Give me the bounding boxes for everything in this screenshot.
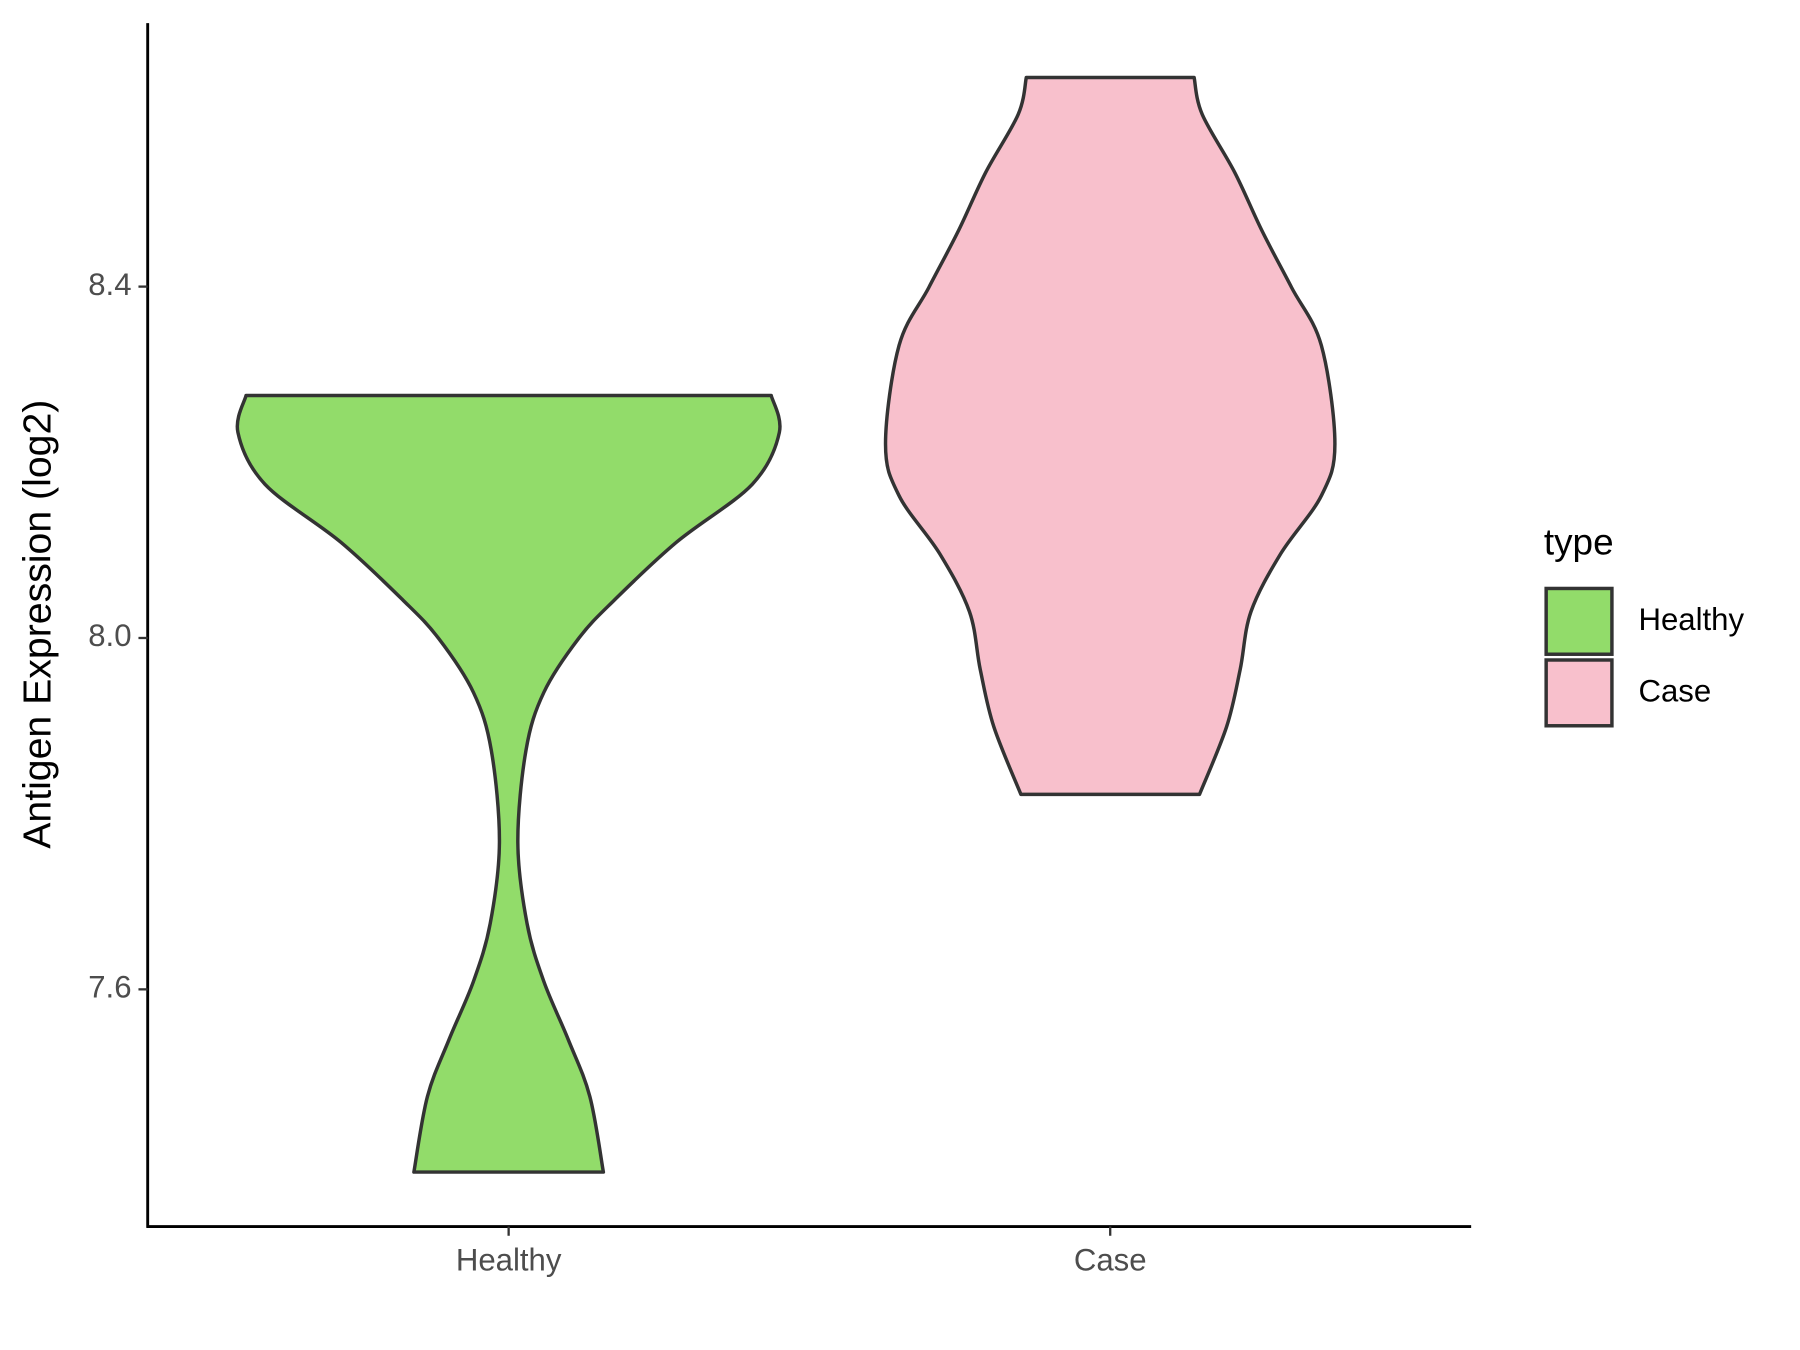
- legend-title: type: [1544, 521, 1614, 562]
- y-axis-label: Antigen Expression (log2): [16, 400, 60, 849]
- y-tick-label: 7.6: [88, 970, 131, 1005]
- violin: [883, 75, 1337, 797]
- violin: [235, 393, 782, 1174]
- x-tick-label: Healthy: [456, 1243, 562, 1278]
- legend-key: [1544, 658, 1614, 728]
- y-tick-label: 8.4: [88, 267, 131, 302]
- legend-label: Case: [1638, 674, 1711, 709]
- x-tick-label: Case: [1074, 1243, 1147, 1278]
- legend-key: [1544, 586, 1614, 656]
- y-tick-label: 8.0: [88, 618, 131, 653]
- legend-label: Healthy: [1638, 602, 1744, 637]
